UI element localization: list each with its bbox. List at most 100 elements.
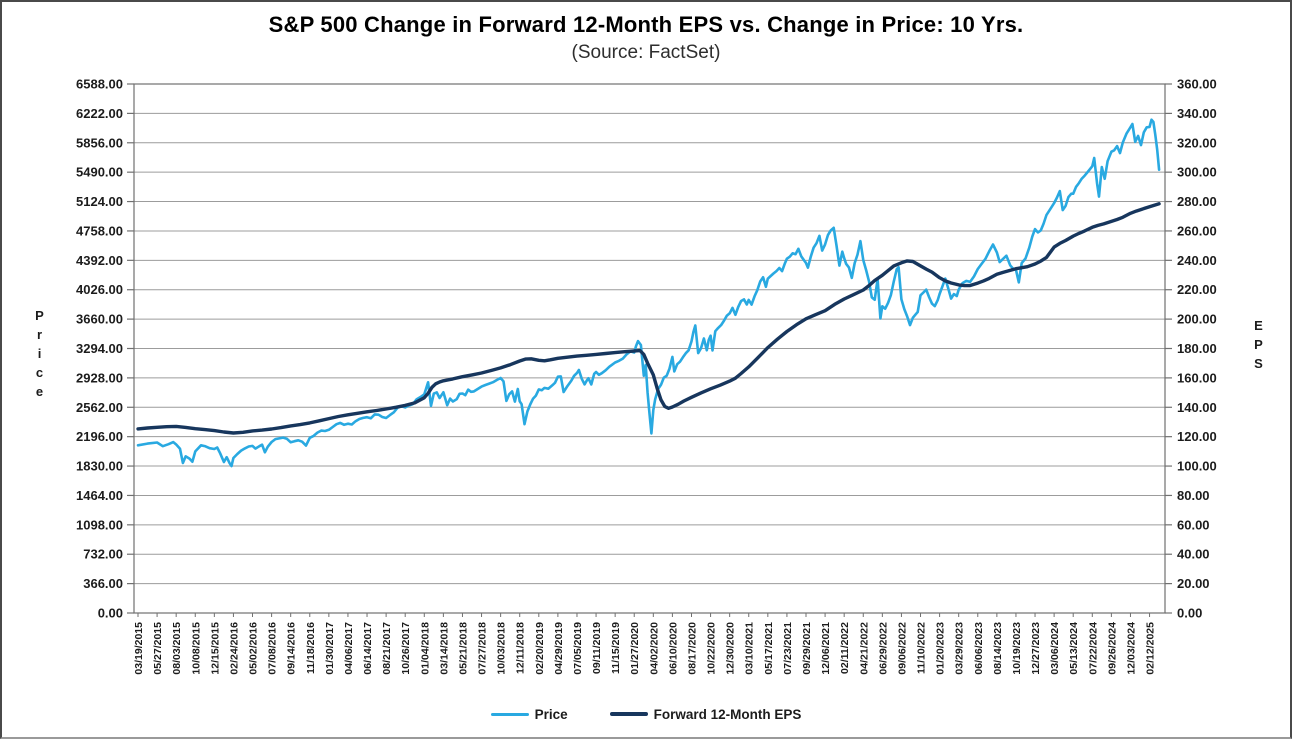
- x-axis-tick-label: 03/14/2018: [438, 622, 450, 675]
- x-axis-tick-label: 04/06/2017: [343, 622, 355, 675]
- left-axis-tick-label: 4758.00: [76, 223, 123, 238]
- right-axis-tick-label: 160.00: [1177, 370, 1217, 385]
- left-axis-tick-label: 3660.00: [76, 312, 123, 327]
- left-axis-tick-label: 3294.00: [76, 341, 123, 356]
- right-axis-tick-label: 360.00: [1177, 77, 1217, 92]
- x-axis-tick-label: 09/11/2019: [591, 622, 603, 674]
- x-axis-tick-label: 07/05/2019: [572, 622, 584, 675]
- left-axis-tick-label: 2196.00: [76, 429, 123, 444]
- x-axis-tick-label: 10/26/2017: [400, 622, 412, 675]
- right-axis-tick-label: 80.00: [1177, 488, 1210, 503]
- x-axis-tick-label: 11/18/2016: [305, 622, 317, 674]
- x-axis-tick-label: 03/29/2023: [954, 622, 966, 675]
- x-axis-tick-label: 11/10/2022: [916, 622, 928, 674]
- right-axis-tick-label: 280.00: [1177, 194, 1217, 209]
- x-axis-tick-label: 07/22/2024: [1087, 622, 1099, 675]
- right-axis-tick-label: 300.00: [1177, 165, 1217, 180]
- x-axis-tick-label: 10/19/2023: [1011, 622, 1023, 675]
- left-axis-tick-label: 2562.00: [76, 400, 123, 415]
- price-line-swatch: [490, 712, 529, 716]
- x-axis-tick-label: 02/20/2019: [534, 622, 546, 675]
- x-axis-tick-label: 06/10/2020: [667, 622, 679, 675]
- legend-item-eps: Forward 12-Month EPS: [609, 707, 801, 722]
- x-axis-tick-label: 09/26/2024: [1106, 622, 1118, 675]
- right-axis-tick-label: 220.00: [1177, 282, 1217, 297]
- right-axis-tick-label: 100.00: [1177, 459, 1217, 474]
- right-axis-tick-label: 320.00: [1177, 135, 1217, 150]
- x-axis-tick-label: 06/29/2022: [877, 622, 889, 675]
- x-axis-tick-label: 08/03/2015: [171, 622, 183, 675]
- x-axis-tick-label: 10/08/2015: [190, 622, 202, 675]
- right-axis-tick-label: 240.00: [1177, 253, 1217, 268]
- x-axis-tick-label: 08/14/2023: [992, 622, 1004, 675]
- x-axis-tick-label: 12/11/2018: [515, 622, 527, 674]
- x-axis-tick-label: 01/30/2017: [324, 622, 336, 675]
- x-axis-tick-label: 08/21/2017: [381, 622, 393, 675]
- right-axis-tick-label: 180.00: [1177, 341, 1217, 356]
- x-axis-tick-label: 09/06/2022: [896, 622, 908, 675]
- x-axis-tick-label: 04/29/2019: [553, 622, 565, 675]
- x-axis-tick-label: 01/04/2018: [419, 622, 431, 675]
- x-axis-tick-label: 07/27/2018: [477, 622, 489, 675]
- right-axis-tick-label: 140.00: [1177, 400, 1217, 415]
- right-axis-tick-label: 120.00: [1177, 429, 1217, 444]
- chart-subtitle: (Source: FactSet): [571, 42, 721, 63]
- right-axis-tick-label: 40.00: [1177, 547, 1210, 562]
- x-axis-tick-label: 12/03/2024: [1125, 622, 1137, 675]
- price-line: [136, 118, 1161, 468]
- x-axis-tick-label: 05/21/2018: [457, 622, 469, 675]
- x-axis-tick-label: 01/27/2020: [629, 622, 641, 675]
- x-axis-tick-label: 02/24/2016: [228, 622, 240, 675]
- legend-label-price: Price: [534, 706, 568, 722]
- left-axis-tick-label: 1830.00: [76, 459, 123, 474]
- x-axis-tick-label: 04/02/2020: [648, 622, 660, 675]
- chart-title: S&P 500 Change in Forward 12-Month EPS v…: [268, 12, 1024, 37]
- x-axis-tick-label: 03/19/2015: [133, 622, 145, 675]
- x-axis-tick-label: 01/20/2023: [935, 622, 947, 675]
- x-axis-tick-label: 05/27/2015: [152, 622, 164, 675]
- x-axis-tick-label: 09/29/2021: [801, 622, 813, 675]
- x-axis-tick-label: 12/27/2023: [1030, 622, 1042, 675]
- legend: Price Forward 12-Month EPS: [2, 705, 1290, 723]
- forward-12-month-eps-line: [136, 202, 1161, 435]
- left-axis-title: Price: [32, 308, 47, 403]
- x-axis-tick-label: 09/14/2016: [286, 622, 298, 675]
- right-axis-tick-label: 200.00: [1177, 312, 1217, 327]
- x-axis-tick-label: 11/15/2019: [610, 622, 622, 674]
- left-axis-tick-label: 5490.00: [76, 165, 123, 180]
- plot-border: [133, 83, 1166, 614]
- x-axis-tick-label: 04/21/2022: [858, 622, 870, 675]
- x-axis-tick-label: 05/17/2021: [763, 622, 775, 675]
- eps-line-swatch: [609, 712, 648, 716]
- x-axis-tick-label: 02/12/2025: [1145, 622, 1157, 675]
- x-axis-tick-label: 05/13/2024: [1068, 622, 1080, 675]
- x-axis-tick-label: 12/15/2015: [209, 622, 221, 675]
- left-axis-tick-label: 4392.00: [76, 253, 123, 268]
- right-axis-tick-label: 260.00: [1177, 223, 1217, 238]
- x-axis-tick-label: 10/22/2020: [706, 622, 718, 675]
- right-axis-title: EPS: [1251, 318, 1266, 375]
- right-axis-tick-label: 60.00: [1177, 517, 1210, 532]
- x-axis-tick-label: 06/06/2023: [973, 622, 985, 675]
- left-axis-tick-label: 0.00: [98, 606, 123, 621]
- left-axis-tick-label: 4026.00: [76, 282, 123, 297]
- right-axis-tick-label: 20.00: [1177, 576, 1210, 591]
- x-axis-tick-label: 07/08/2016: [267, 622, 279, 675]
- left-axis-tick-label: 1098.00: [76, 517, 123, 532]
- x-axis-tick-label: 03/10/2021: [744, 622, 756, 675]
- left-axis-tick-label: 5124.00: [76, 194, 123, 209]
- x-axis-tick-label: 06/14/2017: [362, 622, 374, 675]
- legend-item-price: Price: [490, 706, 568, 722]
- x-axis-tick-label: 05/02/2016: [248, 622, 260, 675]
- right-axis-tick-label: 0.00: [1177, 606, 1202, 621]
- left-axis-tick-label: 6588.00: [76, 77, 123, 92]
- x-axis-tick-label: 07/23/2021: [782, 622, 794, 675]
- right-axis-tick-label: 340.00: [1177, 106, 1217, 121]
- left-axis-tick-label: 2928.00: [76, 370, 123, 385]
- left-axis-tick-label: 6222.00: [76, 106, 123, 121]
- x-axis-tick-label: 03/06/2024: [1049, 622, 1061, 675]
- left-axis-tick-label: 366.00: [83, 576, 123, 591]
- left-axis-tick-label: 1464.00: [76, 488, 123, 503]
